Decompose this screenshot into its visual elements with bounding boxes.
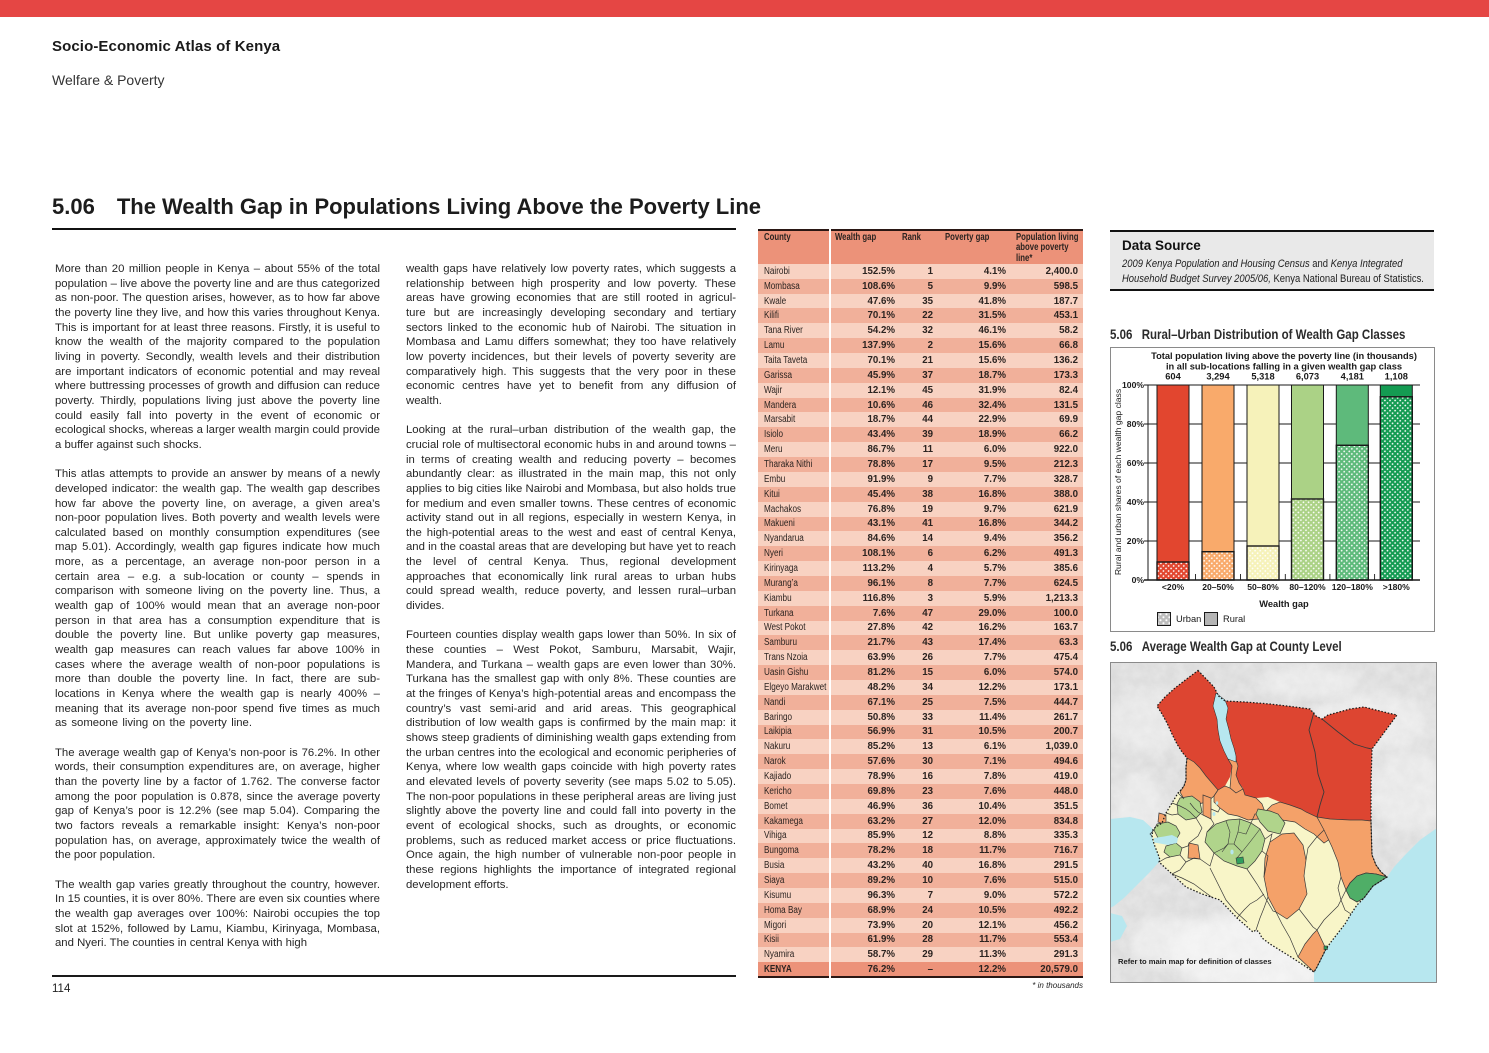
svg-text:40%: 40% xyxy=(1127,497,1145,507)
svg-text:120–180%: 120–180% xyxy=(1332,582,1373,592)
svg-text:Refer to main map for definiti: Refer to main map for definition of clas… xyxy=(1118,957,1272,966)
svg-text:Wealth gap: Wealth gap xyxy=(1259,599,1309,609)
svg-text:Total population living above: Total population living above the povert… xyxy=(1151,351,1417,361)
svg-text:604: 604 xyxy=(1165,372,1181,382)
svg-text:Rural: Rural xyxy=(1223,614,1245,624)
svg-text:5,318: 5,318 xyxy=(1251,372,1274,382)
svg-text:Rural and urban shares of each: Rural and urban shares of each wealth ga… xyxy=(1113,389,1123,575)
svg-text:<20%: <20% xyxy=(1162,582,1185,592)
svg-text:80%: 80% xyxy=(1127,419,1145,429)
svg-text:20–50%: 20–50% xyxy=(1202,582,1234,592)
svg-text:50–80%: 50–80% xyxy=(1247,582,1279,592)
svg-text:Urban: Urban xyxy=(1176,614,1201,624)
svg-text:0%: 0% xyxy=(1132,575,1145,585)
svg-text:20%: 20% xyxy=(1127,536,1145,546)
svg-text:60%: 60% xyxy=(1127,458,1145,468)
svg-text:1,108: 1,108 xyxy=(1385,372,1408,382)
svg-text:100%: 100% xyxy=(1122,380,1144,390)
svg-text:3,294: 3,294 xyxy=(1206,372,1230,382)
svg-text:4,181: 4,181 xyxy=(1341,372,1364,382)
svg-text:6,073: 6,073 xyxy=(1296,372,1319,382)
svg-text:in all sub-locations falling i: in all sub-locations falling in a given … xyxy=(1166,362,1402,372)
svg-text:>180%: >180% xyxy=(1383,582,1410,592)
svg-text:80–120%: 80–120% xyxy=(1289,582,1326,592)
